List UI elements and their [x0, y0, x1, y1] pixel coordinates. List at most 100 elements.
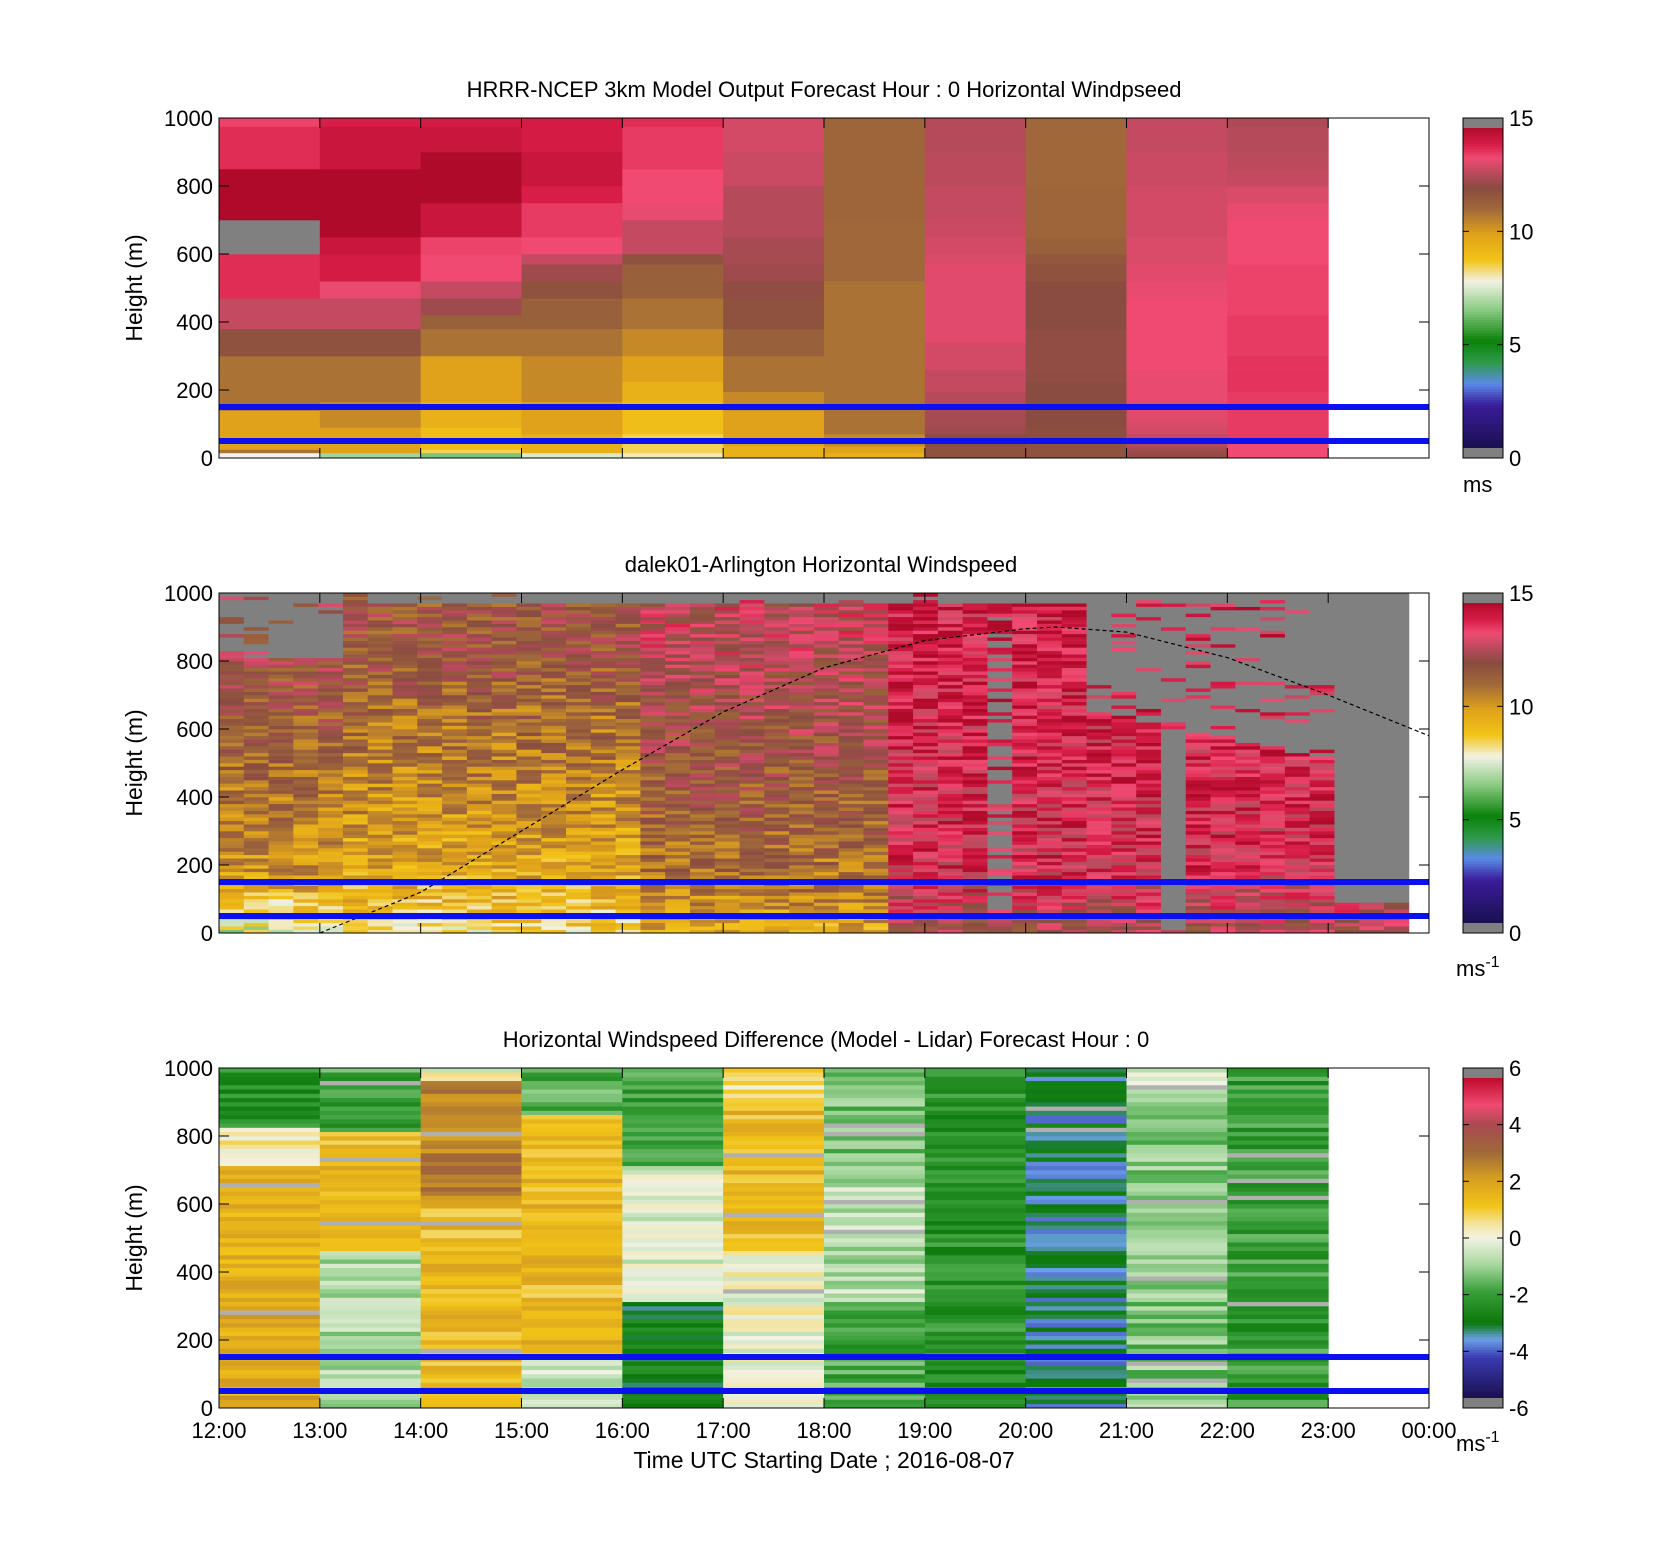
lidar-cell — [615, 902, 641, 907]
lidar-cell — [1086, 929, 1112, 933]
lidar-cell — [392, 715, 418, 720]
lidar-cell — [367, 654, 393, 658]
lidar-cell — [392, 695, 418, 699]
model-cell — [824, 369, 926, 382]
lidar-cell — [962, 623, 988, 628]
lidar-cell — [813, 875, 840, 879]
lidar-cell — [491, 674, 517, 679]
lidar-cell — [937, 640, 964, 645]
lidar-cell — [268, 718, 294, 723]
lidar-cell — [541, 613, 567, 618]
lidar-cell — [1086, 769, 1112, 774]
lidar-cell — [863, 814, 889, 818]
lidar-cell — [838, 599, 864, 604]
lidar-cell — [665, 613, 691, 618]
lidar-cell — [1284, 633, 1311, 638]
model-cell — [319, 381, 422, 392]
lidar-cell — [491, 909, 517, 913]
lidar-cell — [838, 695, 864, 699]
lidar-cell — [516, 599, 542, 604]
lidar-cell — [913, 627, 939, 631]
lidar-cell — [615, 657, 641, 662]
lidar-cell — [1111, 776, 1137, 781]
lidar-cell — [516, 929, 542, 933]
lidar-cell — [714, 739, 740, 743]
lidar-cell — [764, 797, 790, 801]
lidar-cell — [1185, 919, 1211, 924]
lidar-cell — [541, 606, 567, 611]
model-cell — [622, 328, 724, 343]
lidar-cell — [1061, 892, 1087, 896]
lidar-cell — [689, 837, 716, 842]
lidar-cell — [367, 671, 393, 675]
lidar-cell — [342, 888, 369, 893]
lidar-cell — [813, 606, 840, 611]
lidar-cell — [1309, 773, 1335, 777]
lidar-cell — [1260, 773, 1286, 777]
lidar-cell — [764, 895, 790, 900]
lidar-cell — [1136, 620, 1162, 624]
lidar-cell — [442, 698, 468, 703]
lidar-cell — [219, 664, 245, 669]
lidar-cell — [838, 627, 864, 631]
lidar-cell — [243, 749, 269, 754]
lidar-cell — [962, 661, 988, 665]
lidar-cell — [417, 718, 443, 723]
lidar-cell — [714, 735, 740, 740]
lidar-cell — [367, 790, 393, 794]
lidar-cell — [219, 596, 245, 601]
lidar-cell — [590, 657, 617, 662]
lidar-cell — [417, 701, 443, 706]
model-cell — [1227, 427, 1329, 435]
lidar-cell — [466, 810, 493, 815]
lidar-cell — [1061, 803, 1087, 808]
lidar-cell — [1235, 681, 1261, 686]
lidar-cell — [541, 824, 567, 828]
lidar-cell — [1284, 766, 1311, 771]
lidar-cell — [1284, 613, 1311, 618]
lidar-cell — [813, 820, 840, 825]
lidar-cell — [1284, 712, 1311, 716]
lidar-cell — [318, 909, 344, 913]
lidar-cell — [1061, 851, 1087, 856]
lidar-cell — [268, 885, 294, 890]
lidar-cell — [1061, 868, 1087, 873]
lidar-cell — [466, 834, 493, 839]
colorbar-swatch — [1463, 440, 1503, 444]
lidar-cell — [1309, 701, 1335, 706]
lidar-cell — [566, 807, 592, 811]
lidar-cell — [442, 603, 468, 607]
lidar-cell — [1260, 756, 1286, 760]
lidar-cell — [491, 769, 517, 774]
lidar-cell — [937, 810, 964, 815]
lidar-cell — [1086, 613, 1112, 618]
lidar-cell — [491, 616, 517, 621]
lidar-cell — [268, 776, 294, 781]
colorbar-swatch — [1463, 288, 1503, 292]
lidar-cell — [466, 671, 493, 675]
lidar-cell — [243, 800, 269, 805]
lidar-cell — [1061, 865, 1087, 869]
lidar-cell — [962, 647, 988, 652]
lidar-cell — [838, 817, 864, 822]
lidar-cell — [417, 637, 443, 641]
lidar-cell — [1260, 603, 1286, 607]
model-cell — [924, 315, 1027, 330]
lidar-cell — [863, 637, 889, 641]
lidar-cell — [689, 814, 716, 818]
colorbar-frame — [1462, 117, 1504, 459]
lidar-cell — [1210, 712, 1236, 716]
lidar-cell — [590, 603, 617, 607]
lidar-cell — [888, 861, 914, 866]
lidar-cell — [590, 892, 617, 896]
lidar-cell — [590, 606, 617, 611]
lidar-cell — [1086, 851, 1112, 856]
lidar-cell — [590, 854, 617, 859]
lidar-cell — [1235, 691, 1261, 696]
lidar-cell — [1185, 776, 1211, 781]
colorbar-swatch — [1463, 405, 1503, 409]
lidar-cell — [541, 644, 567, 648]
lidar-cell — [615, 786, 641, 791]
lidar-cell — [541, 630, 567, 635]
lidar-cell — [863, 875, 889, 879]
